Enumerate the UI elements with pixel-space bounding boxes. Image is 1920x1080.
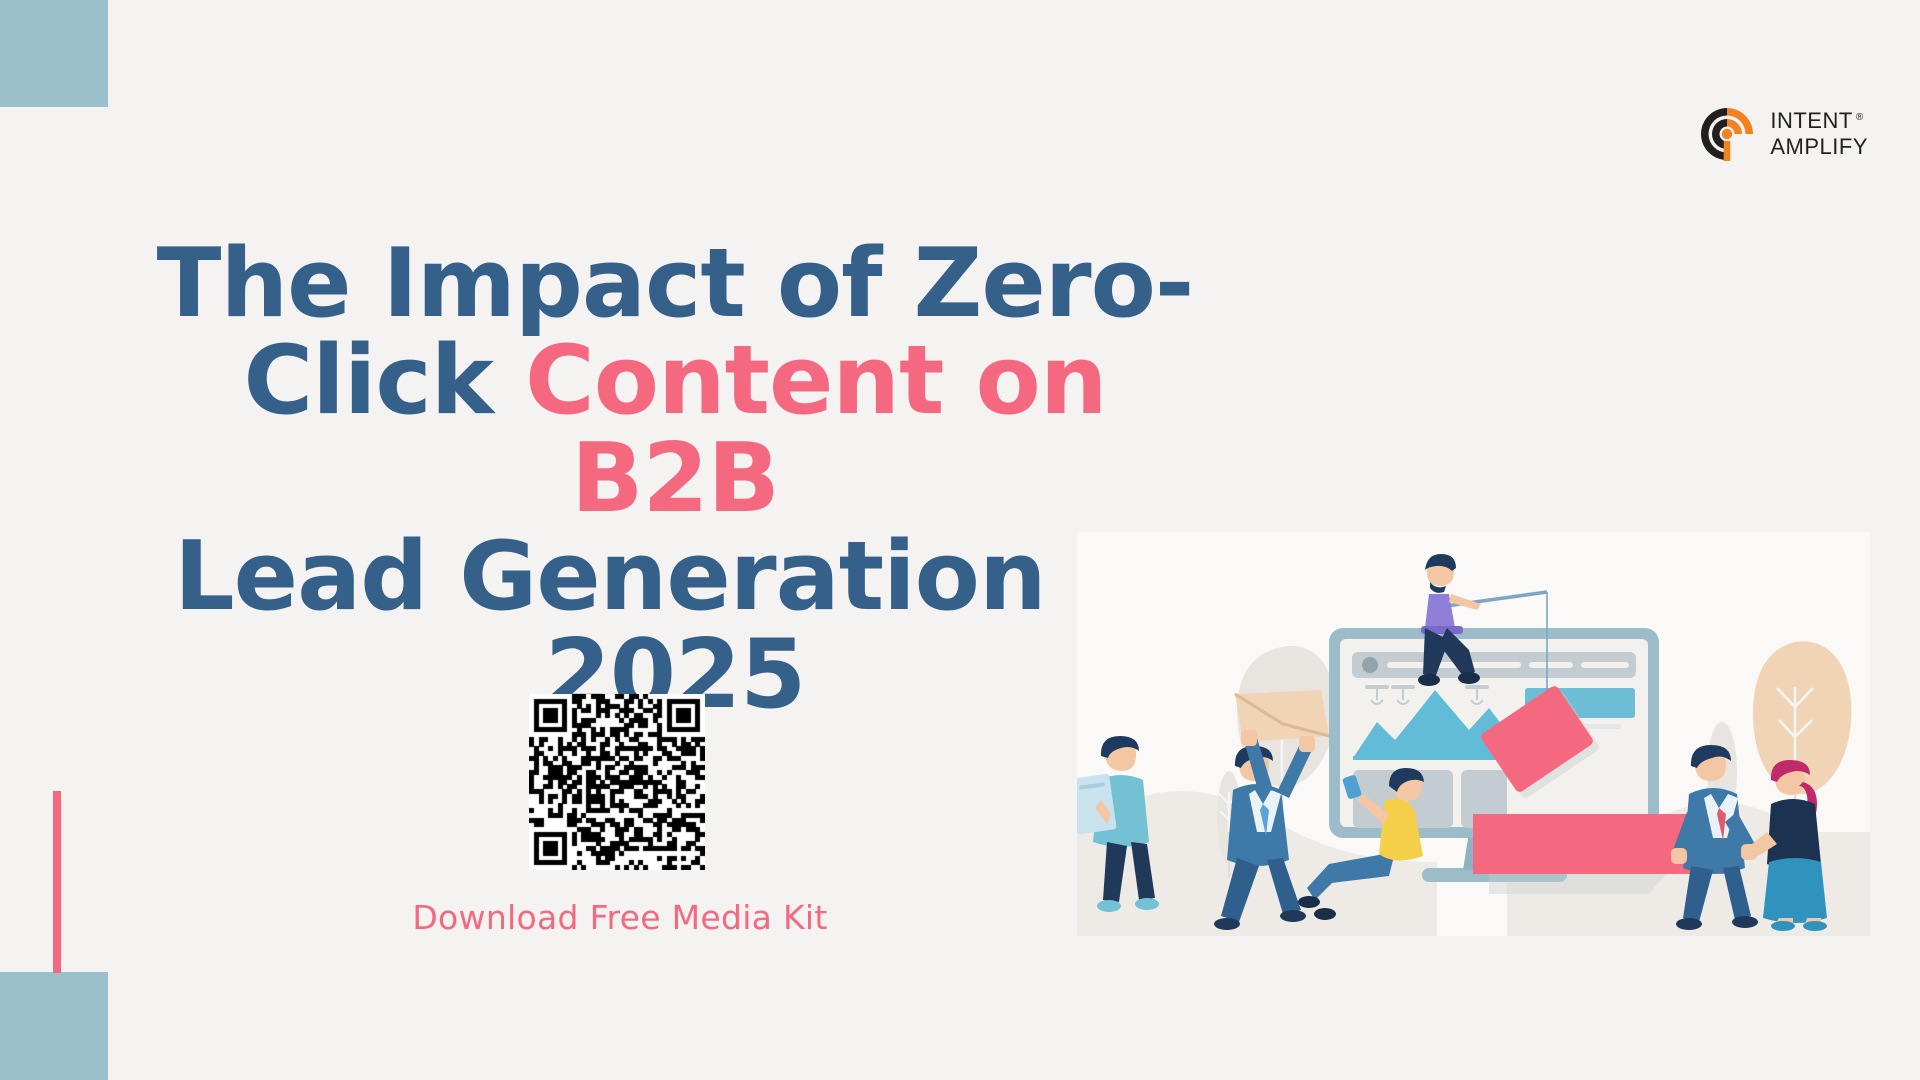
clipboard-person: [1077, 736, 1159, 912]
fishing-man: [1418, 554, 1481, 686]
brand-wordmark: Intent ® Amplify: [1770, 110, 1868, 158]
qr-code-image[interactable]: [529, 694, 705, 870]
headline-line-2-plain: Click: [243, 326, 525, 437]
phone-man: [1298, 768, 1424, 920]
arrow-carrier-woman: [1747, 760, 1827, 931]
brand-logo: Intent ® Amplify: [1696, 103, 1868, 165]
background-tree: [1753, 641, 1852, 857]
headline-line-1: The Impact of Zero-: [156, 228, 1195, 339]
brand-name-line-2: Amplify: [1770, 134, 1868, 159]
hanging-pink-card: [1481, 686, 1599, 798]
qr-code[interactable]: [529, 694, 705, 870]
page-title: The Impact of Zero- Click Content on B2B…: [130, 235, 1220, 725]
pink-arrow: [1473, 814, 1737, 894]
accent-vertical-line: [53, 791, 61, 973]
download-media-kit-link[interactable]: Download Free Media Kit: [412, 898, 828, 937]
envelope-man: [1214, 690, 1330, 930]
registered-mark: ®: [1855, 111, 1864, 123]
b2b-lead-generation-illustration: [1077, 532, 1870, 936]
brand-name-line-1: Intent ®: [1770, 108, 1864, 133]
bottom-left-decorative-block: [0, 972, 108, 1080]
top-left-decorative-block: [0, 0, 108, 107]
signal-amplify-icon: [1696, 103, 1758, 165]
headline-line-3: Lead Generation in: [174, 522, 1177, 633]
headline-line-2-accent: Content on B2B: [524, 326, 1107, 535]
